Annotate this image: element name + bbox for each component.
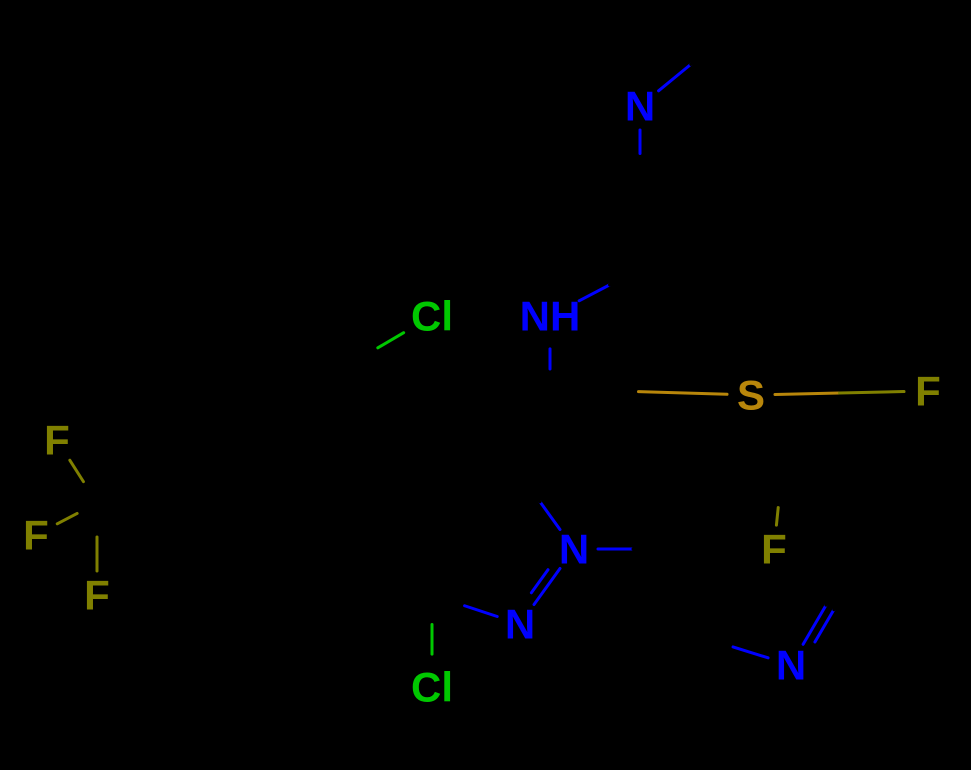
cl-atom-label: Cl <box>411 293 453 340</box>
cl-atom-label: Cl <box>411 664 453 711</box>
s-atom-label: S <box>737 372 765 419</box>
f-atom-label: F <box>761 526 787 573</box>
f-atom-label: F <box>44 417 70 464</box>
f-atom-label: F <box>915 368 941 415</box>
n-atom-label: N <box>625 83 655 130</box>
f-atom-label: F <box>84 572 110 619</box>
n-atom-label: N <box>505 601 535 648</box>
f-atom-label: F <box>23 512 49 559</box>
n-atom-label: NH <box>520 293 581 340</box>
n-atom-label: N <box>776 642 806 689</box>
n-atom-label: N <box>559 526 589 573</box>
molecule-diagram: ClFFFClNNNHNSNFF <box>0 0 971 770</box>
